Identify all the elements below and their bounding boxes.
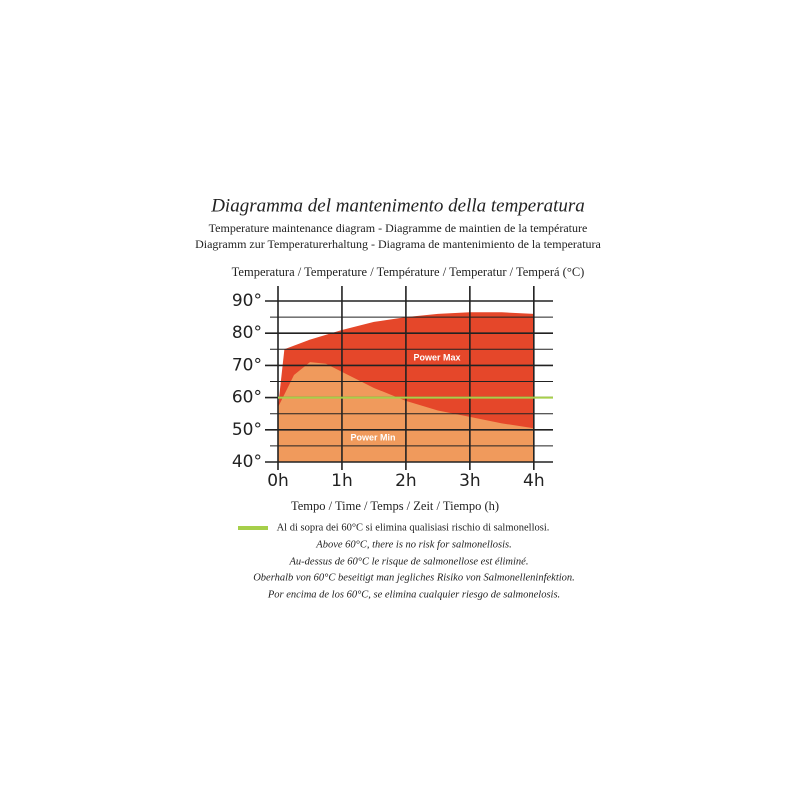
x-tick-label: 0h [267,471,289,491]
legend-text: Au-dessus de 60°C le risque de salmonell… [289,556,529,567]
y-tick-label: 90° [232,291,262,311]
y-tick-label: 50° [232,420,262,440]
y-tick-label: 70° [232,355,262,375]
y-axis-title: Temperatura / Temperature / Température … [232,265,585,279]
x-tick-label: 3h [459,471,481,491]
x-axis-title: Tempo / Time / Temps / Zeit / Tiempo (h) [291,499,499,513]
legend-text: Above 60°C, there is no risk for salmone… [315,539,511,550]
area-label: Power Min [350,432,395,442]
chart-subtitle: Diagramm zur Temperaturerhaltung - Diagr… [195,237,601,251]
legend-text: Al di sopra dei 60°C si elimina qualisia… [277,522,550,533]
x-tick-label: 1h [331,471,353,491]
legend-text: Oberhalb von 60°C beseitigt man jegliche… [253,572,575,583]
chart-title: Diagramma del mantenimento della tempera… [210,195,585,216]
y-tick-label: 80° [232,323,262,343]
legend-text: Por encima de los 60°C, se elimina cualq… [267,589,560,600]
y-tick-label: 60° [232,388,262,408]
chart-subtitle: Temperature maintenance diagram - Diagra… [209,221,588,235]
x-tick-label: 4h [523,471,545,491]
area-label: Power Max [413,352,460,362]
x-tick-label: 2h [395,471,417,491]
y-tick-label: 40° [232,452,262,472]
